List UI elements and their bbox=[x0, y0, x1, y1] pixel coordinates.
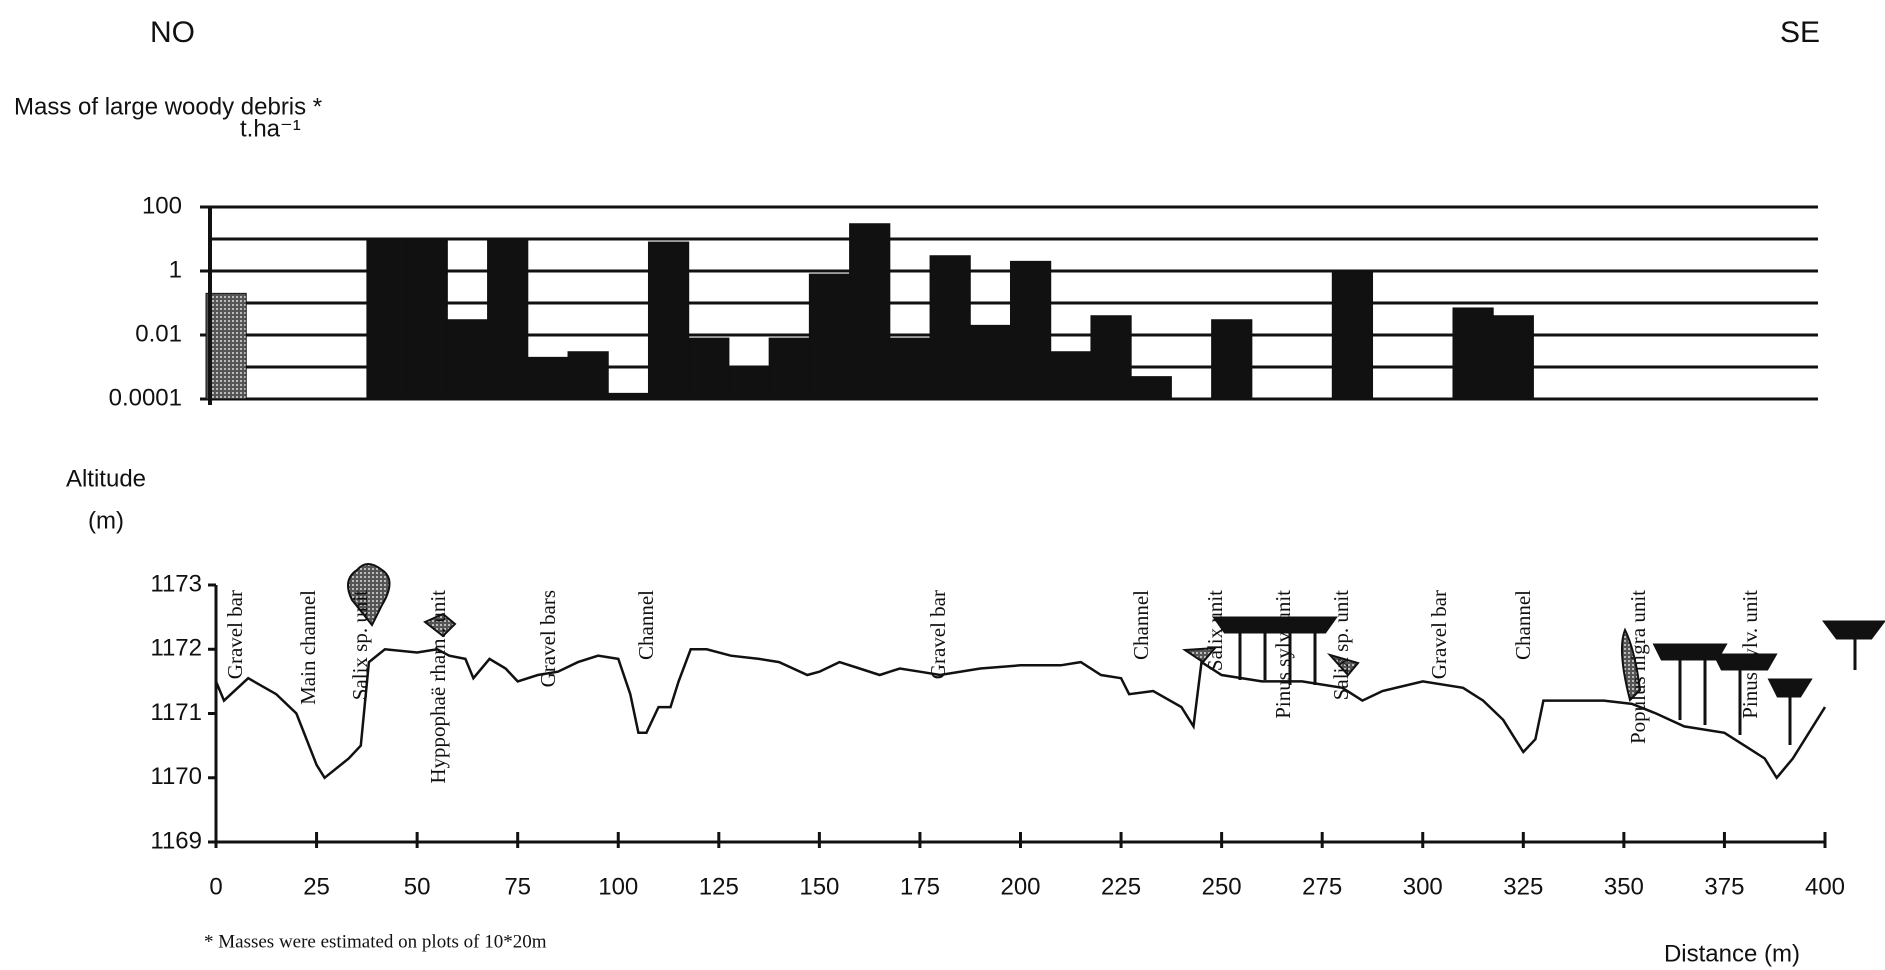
y-tick-label: 100 bbox=[142, 192, 182, 219]
bar bbox=[608, 393, 648, 399]
unit-label: Populus nigra unit bbox=[1626, 590, 1650, 744]
bar bbox=[528, 357, 568, 399]
x-tick-label: 25 bbox=[303, 873, 330, 900]
tree-icons bbox=[1215, 618, 1883, 745]
bar bbox=[1131, 377, 1171, 399]
header-right: SE bbox=[1780, 16, 1820, 49]
x-tick-label: 200 bbox=[1000, 873, 1040, 900]
x-tick-label: 250 bbox=[1202, 873, 1242, 900]
bar bbox=[1212, 320, 1252, 399]
unit-label: Channel bbox=[634, 590, 658, 660]
unit-label: Salix sp. unit bbox=[348, 590, 372, 700]
x-axis-label: Distance (m) bbox=[1664, 940, 1800, 967]
page: {"header": {"left": "NO", "right": "SE"}… bbox=[0, 0, 1885, 970]
footnote: * Masses were estimated on plots of 10*2… bbox=[204, 931, 547, 952]
unit-label: Main channel bbox=[296, 590, 320, 705]
profile-line bbox=[216, 649, 1825, 778]
bar bbox=[769, 338, 809, 399]
unit-label: Salix sp. unit bbox=[1329, 590, 1353, 700]
bar bbox=[1091, 316, 1131, 399]
bar bbox=[648, 242, 688, 399]
bar bbox=[447, 320, 487, 399]
bar bbox=[1493, 316, 1533, 399]
y-axis-unit: t.ha⁻¹ bbox=[240, 115, 301, 142]
unit-label: Channel bbox=[1129, 590, 1153, 660]
unit-label: Salix unit bbox=[1203, 590, 1227, 671]
bar bbox=[488, 239, 528, 399]
x-tick-label: 50 bbox=[404, 873, 431, 900]
unit-label: Pinus sylv. unit bbox=[1738, 590, 1762, 719]
x-tick-label: 225 bbox=[1101, 873, 1141, 900]
x-tick-label: 150 bbox=[799, 873, 839, 900]
y-tick-label: 1173 bbox=[150, 570, 202, 597]
bar bbox=[930, 256, 970, 399]
unit-label: Gravel bar bbox=[926, 590, 950, 679]
unit-label: Gravel bars bbox=[536, 590, 560, 687]
bar bbox=[970, 325, 1010, 399]
bar bbox=[206, 293, 246, 399]
x-tick-label: 175 bbox=[900, 873, 940, 900]
unit-label: Gravel bar bbox=[1427, 590, 1451, 679]
x-tick-label: 400 bbox=[1805, 873, 1845, 900]
header-left: NO bbox=[150, 16, 195, 49]
bar bbox=[729, 367, 769, 399]
bar bbox=[367, 239, 407, 399]
y-tick-label: 1172 bbox=[150, 635, 202, 662]
x-tick-label: 325 bbox=[1503, 873, 1543, 900]
bar bbox=[1453, 308, 1493, 399]
y-tick-label: 0.01 bbox=[135, 320, 182, 347]
y-axis-label: (m) bbox=[88, 507, 124, 534]
bar bbox=[407, 239, 447, 399]
unit-label: Pinus sylv. unit bbox=[1271, 590, 1295, 719]
bar bbox=[809, 274, 849, 399]
x-tick-label: 300 bbox=[1403, 873, 1443, 900]
bar bbox=[850, 224, 890, 399]
bar bbox=[890, 338, 930, 399]
x-tick-label: 350 bbox=[1604, 873, 1644, 900]
y-axis-label: Altitude bbox=[66, 465, 146, 492]
y-tick-label: 1170 bbox=[150, 763, 202, 790]
y-tick-label: 0.0001 bbox=[109, 384, 182, 411]
y-tick-label: 1171 bbox=[150, 699, 202, 726]
bar bbox=[1051, 352, 1091, 399]
bar bbox=[1011, 261, 1051, 399]
y-tick-label: 1169 bbox=[150, 827, 202, 854]
unit-label: Hyppophaë rham.. unit bbox=[426, 590, 450, 784]
bar bbox=[689, 338, 729, 399]
y-tick-label: 1 bbox=[169, 256, 182, 283]
bar bbox=[1332, 272, 1372, 399]
unit-label: Gravel bar bbox=[223, 590, 247, 679]
x-tick-label: 0 bbox=[209, 873, 222, 900]
x-tick-label: 275 bbox=[1302, 873, 1342, 900]
x-tick-label: 100 bbox=[598, 873, 638, 900]
unit-label: Channel bbox=[1511, 590, 1535, 660]
x-tick-label: 125 bbox=[699, 873, 739, 900]
x-tick-label: 75 bbox=[504, 873, 531, 900]
bar bbox=[568, 352, 608, 399]
figure: NO SE Mass of large woody debris * t.ha⁻… bbox=[0, 0, 1885, 970]
x-tick-label: 375 bbox=[1704, 873, 1744, 900]
